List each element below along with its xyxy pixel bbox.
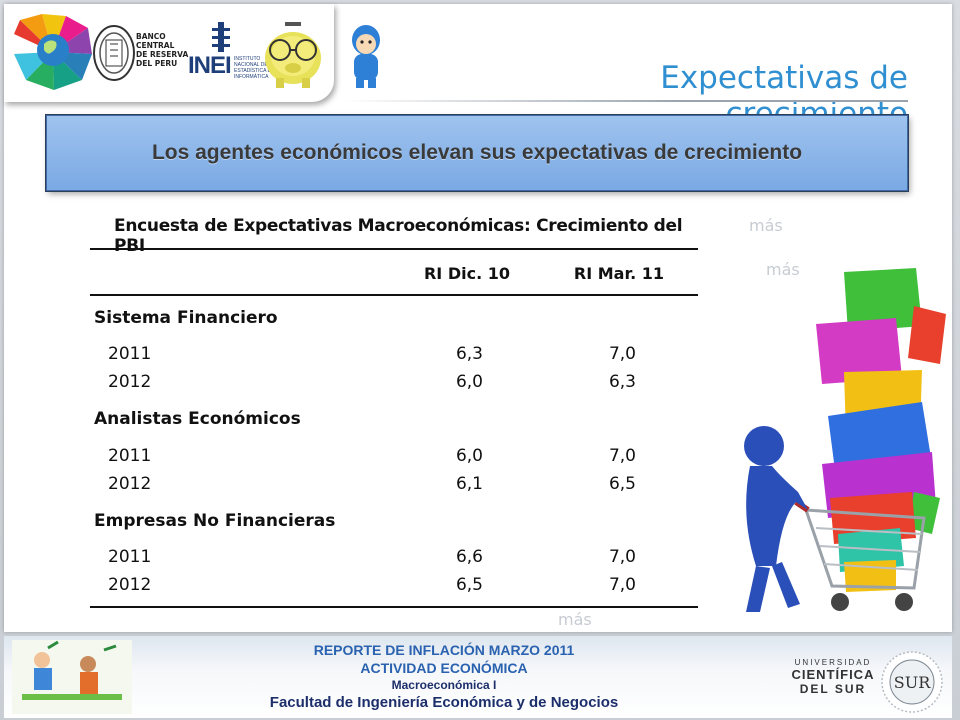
slide-canvas: BANCO CENTRAL DE RESERVA DEL PERU INEI I…: [4, 4, 952, 632]
background-word: más: [749, 216, 783, 235]
background-word: más: [558, 610, 592, 629]
cell-value: 6,6: [455, 547, 483, 567]
row-year: 2011: [108, 547, 152, 567]
university-seal-text: SUR: [894, 673, 931, 692]
cell-value: 7,0: [608, 446, 636, 466]
cell-value: 7,0: [608, 547, 636, 567]
pocoyo-character-icon: [352, 25, 380, 88]
inei-logo-subtext: INSTITUTO NACIONAL DE ESTADÍSTICA E INFO…: [234, 56, 271, 80]
students-reading-icon: [12, 640, 132, 714]
table-bottom-rule: [90, 606, 698, 608]
table-header-rule: [90, 294, 698, 296]
bcrp-seal-icon: [93, 25, 135, 81]
row-year: 2012: [108, 474, 152, 494]
piggy-bank-glasses-logo: [265, 22, 321, 88]
logo-strip: BANCO CENTRAL DE RESERVA DEL PERU INEI I…: [4, 4, 380, 102]
university-logo: UNIVERSIDAD CIENTÍFICA DEL SUR: [791, 658, 875, 696]
university-seal-icon: SUR: [881, 651, 943, 713]
cell-value: 6,0: [455, 446, 483, 466]
inei-logo: INEI: [188, 52, 232, 79]
bcrp-logo-text: BANCO CENTRAL DE RESERVA DEL PERU: [136, 32, 189, 68]
table-title: Encuesta de Expectativas Macroeconómicas…: [114, 216, 683, 256]
footer-bar: REPORTE DE INFLACIÓN MARZO 2011 ACTIVIDA…: [4, 636, 952, 718]
group-label: Analistas Económicos: [94, 409, 301, 429]
cell-value: 6,3: [455, 344, 483, 364]
title-divider: [342, 100, 908, 102]
group-label: Sistema Financiero: [94, 308, 278, 328]
footer-faculty: Facultad de Ingeniería Económica y de Ne…: [269, 694, 619, 711]
background-word: más: [766, 260, 800, 279]
row-year: 2012: [108, 372, 152, 392]
cell-value: 6,0: [455, 372, 483, 392]
cell-value: 6,5: [608, 474, 636, 494]
colorful-globe-logo: [14, 14, 92, 90]
cell-value: 6,5: [455, 575, 483, 595]
group-label: Empresas No Financieras: [94, 511, 336, 531]
footer-report-title: REPORTE DE INFLACIÓN MARZO 2011: [313, 642, 575, 658]
cell-value: 6,3: [608, 372, 636, 392]
cell-value: 7,0: [608, 575, 636, 595]
row-year: 2012: [108, 575, 152, 595]
column-header: RI Mar. 11: [573, 264, 664, 283]
column-header: RI Dic. 10: [423, 264, 510, 283]
shopping-cart-boxes-illustration: [744, 268, 946, 612]
headline-banner: Los agentes económicos elevan sus expect…: [46, 115, 908, 191]
headline-text: Los agentes económicos elevan sus expect…: [151, 141, 803, 164]
footer-course: Macroeconómica I: [391, 678, 497, 692]
footer-section: ACTIVIDAD ECONÓMICA: [360, 660, 528, 676]
row-year: 2011: [108, 344, 152, 364]
table-top-rule: [90, 248, 698, 250]
row-year: 2011: [108, 446, 152, 466]
inei-emblem-icon: [212, 22, 230, 52]
cell-value: 7,0: [608, 344, 636, 364]
cell-value: 6,1: [455, 474, 483, 494]
